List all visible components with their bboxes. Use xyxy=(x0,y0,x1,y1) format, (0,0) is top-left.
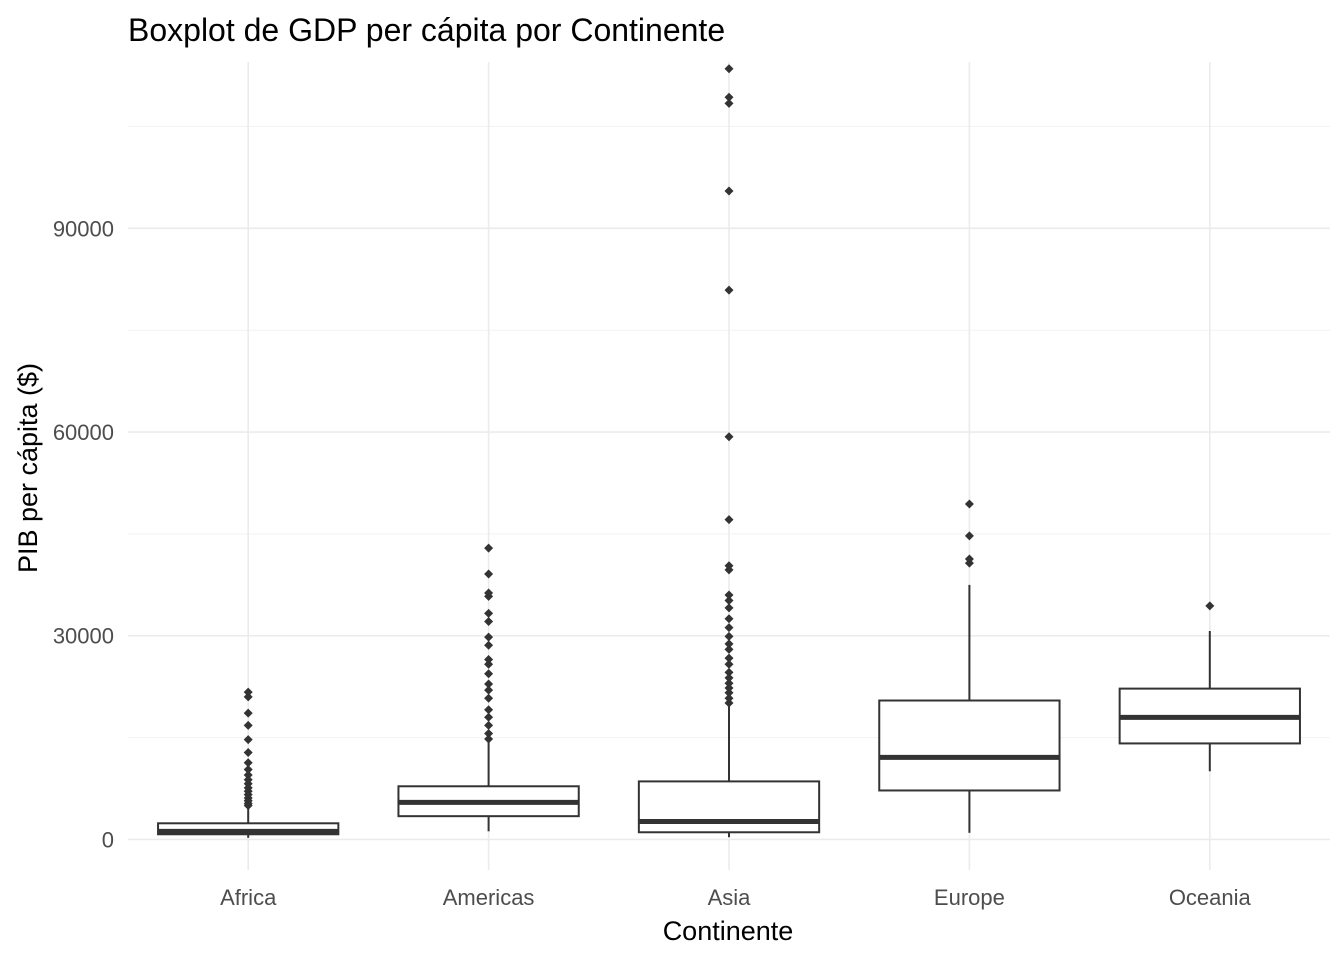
x-tick-label: Europe xyxy=(934,885,1005,910)
outlier-point xyxy=(724,683,734,693)
outlier-point xyxy=(964,499,974,509)
outlier-point xyxy=(724,659,734,669)
outlier-point xyxy=(724,603,734,613)
iqr-box xyxy=(878,699,1061,792)
outlier-point xyxy=(243,708,253,718)
outlier-point xyxy=(243,770,253,780)
outlier-point xyxy=(724,673,734,683)
x-tick-label: Africa xyxy=(220,885,277,910)
outlier-point xyxy=(724,515,734,525)
outlier-point xyxy=(964,554,974,564)
box-europe xyxy=(878,499,1061,833)
outlier-point xyxy=(724,693,734,703)
y-tick-label: 90000 xyxy=(53,216,114,241)
outlier-point xyxy=(484,655,494,665)
outlier-point xyxy=(484,640,494,650)
outlier-point xyxy=(484,608,494,618)
outlier-point xyxy=(484,669,494,679)
outlier-point xyxy=(484,693,494,703)
outlier-point xyxy=(484,569,494,579)
outlier-point xyxy=(484,632,494,642)
y-axis-title: PIB per cápita ($) xyxy=(13,363,43,573)
outlier-point xyxy=(724,614,734,624)
x-tick-label: Americas xyxy=(443,885,535,910)
outlier-point xyxy=(484,588,494,598)
outlier-point xyxy=(724,285,734,295)
outlier-point xyxy=(724,678,734,688)
box-asia xyxy=(637,64,821,838)
iqr-box xyxy=(157,822,340,836)
outlier-point xyxy=(724,623,734,633)
outlier-point xyxy=(243,735,253,745)
outlier-point xyxy=(1205,601,1215,611)
outlier-point xyxy=(484,734,494,744)
outlier-point xyxy=(724,595,734,605)
y-axis-ticks: 0 30000 60000 90000 xyxy=(53,216,114,852)
outlier-point xyxy=(724,644,734,654)
outlier-point xyxy=(724,688,734,698)
outlier-point xyxy=(484,729,494,739)
outlier-point xyxy=(484,543,494,553)
outlier-point xyxy=(724,639,734,649)
outlier-point xyxy=(724,667,734,677)
outlier-point xyxy=(484,712,494,722)
x-tick-label: Oceania xyxy=(1169,885,1252,910)
y-tick-label: 30000 xyxy=(53,624,114,649)
x-axis-title: Continente xyxy=(663,916,794,946)
outlier-point xyxy=(724,561,734,571)
outlier-point xyxy=(724,98,734,108)
outlier-point xyxy=(243,765,253,775)
outlier-point xyxy=(484,679,494,689)
y-tick-label: 60000 xyxy=(53,420,114,445)
box-series xyxy=(157,64,1301,838)
x-axis-ticks: Africa Americas Asia Europe Oceania xyxy=(220,885,1251,910)
outlier-point xyxy=(243,775,253,785)
outlier-point xyxy=(484,659,494,669)
outlier-point xyxy=(243,720,253,730)
iqr-box xyxy=(637,780,821,834)
outlier-point xyxy=(243,748,253,758)
outlier-point xyxy=(484,685,494,695)
outlier-point xyxy=(964,531,974,541)
x-tick-label: Asia xyxy=(708,885,752,910)
outlier-point xyxy=(724,64,734,74)
box-oceania xyxy=(1118,601,1301,772)
outlier-point xyxy=(484,720,494,730)
outlier-point xyxy=(724,92,734,102)
outlier-point xyxy=(243,692,253,702)
outlier-point xyxy=(484,616,494,626)
box-africa xyxy=(157,687,340,838)
y-tick-label: 0 xyxy=(102,827,114,852)
outlier-point xyxy=(724,653,734,663)
outlier-point xyxy=(484,705,494,715)
outlier-point xyxy=(243,687,253,697)
outlier-point xyxy=(724,698,734,708)
outlier-point xyxy=(724,631,734,641)
box-americas xyxy=(397,543,580,832)
outlier-point xyxy=(724,590,734,600)
outlier-point xyxy=(724,186,734,196)
outlier-point xyxy=(243,758,253,768)
outlier-point xyxy=(724,432,734,442)
chart-title: Boxplot de GDP per cápita por Continente xyxy=(128,12,725,48)
